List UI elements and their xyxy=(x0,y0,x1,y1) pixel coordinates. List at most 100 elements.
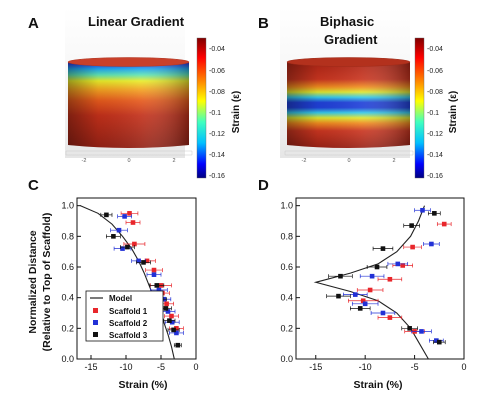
data-point-scaffold-2 xyxy=(369,273,375,279)
cylinder-b xyxy=(286,57,411,148)
legend-scaffold3-swatch xyxy=(93,332,98,337)
data-point-scaffold-3 xyxy=(104,212,109,218)
panel-b-title-line2: Gradient xyxy=(324,32,378,47)
data-point-scaffold-3 xyxy=(163,306,169,311)
data-point-scaffold-3 xyxy=(111,234,116,239)
y-tick-label: 0.8 xyxy=(280,231,293,241)
colorbar-a-tick: -0.1 xyxy=(209,110,221,117)
data-point-scaffold-3 xyxy=(171,327,176,333)
data-point-scaffold-1 xyxy=(132,241,137,247)
chart-d-xlabel: Strain (%) xyxy=(353,379,402,391)
panel-letter-d: D xyxy=(258,177,269,194)
data-point-scaffold-2 xyxy=(395,261,401,267)
data-point-scaffold-1 xyxy=(387,315,393,320)
panel-letter-b: B xyxy=(258,15,269,32)
colorbar-b-gradient xyxy=(414,37,425,179)
series-line-model xyxy=(80,205,175,360)
x-tick-label: -5 xyxy=(411,362,419,372)
panel-letter-c: C xyxy=(28,177,39,194)
x-tick-label: -15 xyxy=(309,362,322,372)
series-line-model xyxy=(313,205,429,360)
data-point-scaffold-2 xyxy=(434,338,439,343)
legend-scaffold1-swatch xyxy=(93,308,98,313)
data-point-scaffold-3 xyxy=(357,306,363,311)
colorbar-b-ticks: -0.04 -0.06 -0.08 -0.1 -0.12 -0.14 -0.16 xyxy=(427,46,443,180)
colorbar-b-label: Strain (ε) xyxy=(448,91,459,134)
data-point-scaffold-2 xyxy=(420,207,425,213)
data-point-scaffold-1 xyxy=(169,313,174,319)
colorbar-b-tick: -0.12 xyxy=(427,131,443,138)
data-point-scaffold-2 xyxy=(174,330,179,336)
data-point-scaffold-2 xyxy=(120,246,125,251)
data-point-scaffold-1 xyxy=(441,221,447,227)
y-tick-label: 0.2 xyxy=(280,323,293,333)
axis-grid-b xyxy=(284,150,414,156)
legend-c-box xyxy=(85,290,164,342)
y-tick-label: 1.0 xyxy=(61,201,74,211)
data-point-scaffold-1 xyxy=(387,276,393,282)
colorbar-b-tick: -0.04 xyxy=(427,46,443,53)
panel-c: C Normalized Distance (Relative to Top o… xyxy=(27,177,199,391)
data-point-scaffold-3 xyxy=(432,211,437,216)
data-point-scaffold-2 xyxy=(122,214,127,219)
colorbar-a-label: Strain (ε) xyxy=(231,91,242,134)
data-point-scaffold-2 xyxy=(429,241,434,247)
y-tick-label: 0.0 xyxy=(280,354,293,364)
chart-c-ylabel-line2: (Relative to Top of Scaffold) xyxy=(41,213,53,352)
data-point-scaffold-2 xyxy=(419,329,424,334)
data-point-scaffold-3 xyxy=(336,293,341,299)
panel-letter-a: A xyxy=(28,15,39,32)
colorbar-b-tick: -0.14 xyxy=(427,152,443,159)
legend-scaffold3-label: Scaffold 3 xyxy=(109,331,148,340)
panel-a: A Linear Gradient -2 0 2 -0.04 -0.06 -0.… xyxy=(28,8,242,180)
data-point-scaffold-2 xyxy=(156,287,162,293)
colorbar-a-tick: -0.16 xyxy=(209,173,225,180)
y-tick-label: 0.6 xyxy=(280,262,293,272)
colorbar-b: -0.04 -0.06 -0.08 -0.1 -0.12 -0.14 -0.16… xyxy=(414,37,459,180)
panel-b: B Biphasic Gradient -2 0 2 -0.04 -0.06 -… xyxy=(258,8,459,180)
data-point-scaffold-1 xyxy=(164,301,169,307)
plot-d: -15 -10 -5 0 0.0 0.2 0.4 0.6 0.8 1.0 xyxy=(280,197,467,372)
x-tick-a-1: -2 xyxy=(82,158,87,164)
colorbar-a-tick: -0.06 xyxy=(209,68,225,75)
data-point-scaffold-3 xyxy=(338,273,343,279)
colorbar-a-tick: -0.12 xyxy=(209,131,225,138)
x-tick-label: -10 xyxy=(119,362,132,372)
data-point-scaffold-2 xyxy=(165,309,171,314)
x-tick-b-1: -2 xyxy=(302,158,307,164)
data-point-scaffold-2 xyxy=(352,292,358,297)
data-point-scaffold-3 xyxy=(125,244,130,250)
x-tick-b-3: 2 xyxy=(392,158,395,164)
data-point-scaffold-2 xyxy=(151,272,157,277)
colorbar-b-tick: -0.1 xyxy=(427,110,439,117)
data-point-scaffold-2 xyxy=(380,310,386,316)
data-point-scaffold-1 xyxy=(144,258,150,264)
y-tick-label: 0.6 xyxy=(61,262,74,272)
data-point-scaffold-2 xyxy=(136,258,141,264)
panel-d: D Strain (%) -15 -10 -5 0 0.0 0.2 0.4 0.6 0.8 1.0 xyxy=(258,177,467,391)
legend-model-label: Model xyxy=(109,294,132,303)
chart-c-xlabel: Strain (%) xyxy=(118,379,167,391)
data-point-scaffold-3 xyxy=(167,318,172,323)
x-tick-label: -5 xyxy=(157,362,165,372)
data-point-scaffold-3 xyxy=(374,264,380,270)
data-point-scaffold-2 xyxy=(169,319,175,325)
x-tick-a-3: 2 xyxy=(172,158,175,164)
legend-c: Model Scaffold 1 Scaffold 2 Scaffold 3 xyxy=(85,290,164,342)
colorbar-b-tick: -0.08 xyxy=(427,89,443,96)
y-tick-label: 0.8 xyxy=(61,231,74,241)
data-point-scaffold-1 xyxy=(151,267,157,273)
x-tick-a-2: 0 xyxy=(127,158,130,164)
legend-scaffold2-swatch xyxy=(93,320,98,325)
data-point-scaffold-1 xyxy=(410,244,415,250)
x-tick-label: 0 xyxy=(461,362,466,372)
cylinder-a xyxy=(67,57,190,148)
data-point-scaffold-3 xyxy=(380,246,386,251)
colorbar-a-tick: -0.04 xyxy=(209,46,225,53)
legend-scaffold2-label: Scaffold 2 xyxy=(109,319,148,328)
data-point-scaffold-3 xyxy=(436,339,442,345)
chart-c-ylabel-line1: Normalized Distance xyxy=(27,230,39,333)
colorbar-b-tick: -0.16 xyxy=(427,173,443,180)
plot-frame-d xyxy=(295,197,465,360)
